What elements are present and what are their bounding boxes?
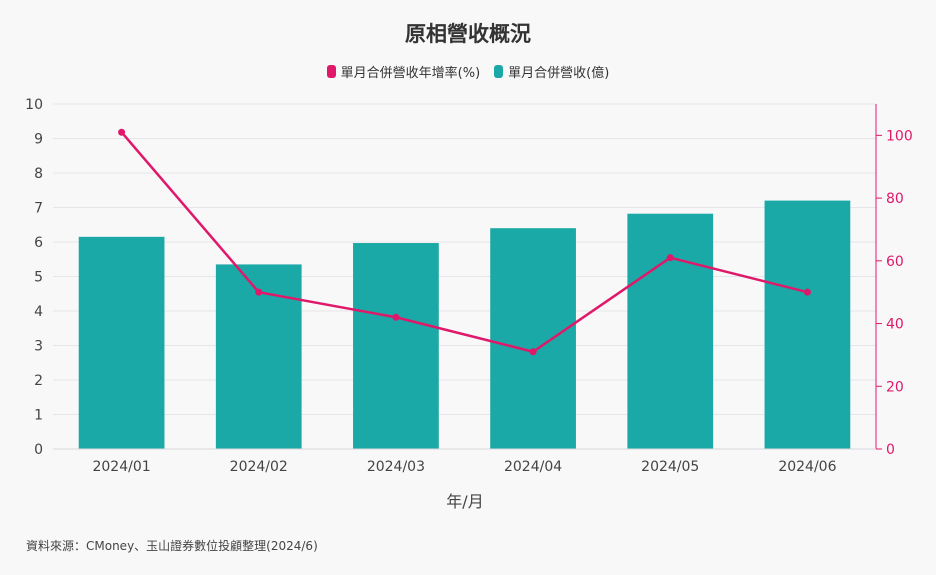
y-left-tick-label: 4 bbox=[34, 304, 43, 320]
growth-point bbox=[392, 313, 400, 321]
y-left-tick-label: 6 bbox=[34, 235, 43, 251]
y-left-tick-label: 7 bbox=[34, 201, 43, 217]
bar bbox=[627, 213, 714, 449]
growth-point bbox=[529, 348, 537, 356]
y-left-tick-label: 0 bbox=[34, 442, 43, 458]
legend-swatch-revenue bbox=[494, 65, 504, 78]
legend-item-revenue[interactable]: 單月合併營收(億) bbox=[494, 62, 609, 81]
x-tick-label: 2024/05 bbox=[641, 459, 699, 475]
chart-title: 原相營收概況 bbox=[405, 22, 531, 46]
y-right-tick-label: 60 bbox=[886, 254, 904, 270]
bar bbox=[764, 200, 851, 449]
legend: 單月合併營收年增率(%) 單月合併營收(億) bbox=[0, 62, 936, 81]
x-tick-label: 2024/03 bbox=[367, 459, 425, 475]
y-left-tick-label: 5 bbox=[34, 270, 43, 286]
y-right-tick-label: 20 bbox=[886, 379, 904, 395]
bar bbox=[78, 236, 165, 449]
y-left-tick-label: 10 bbox=[25, 97, 43, 113]
y-right-tick-label: 0 bbox=[886, 442, 895, 458]
x-tick-label: 2024/02 bbox=[230, 459, 288, 475]
x-axis-title: 年/月 bbox=[446, 492, 483, 511]
x-tick-label: 2024/04 bbox=[504, 459, 562, 475]
y-left-tick-label: 1 bbox=[34, 408, 43, 424]
source-note: 資料來源：CMoney、玉山證券數位投顧整理(2024/6) bbox=[26, 539, 318, 553]
legend-swatch-growth bbox=[326, 65, 336, 78]
y-left-tick-label: 2 bbox=[34, 373, 43, 389]
x-tick-label: 2024/06 bbox=[778, 459, 836, 475]
growth-point bbox=[666, 254, 674, 262]
legend-item-growth[interactable]: 單月合併營收年增率(%) bbox=[326, 62, 481, 81]
y-right-tick-label: 100 bbox=[886, 128, 913, 144]
bar bbox=[490, 228, 576, 449]
growth-line bbox=[120, 131, 808, 354]
growth-point bbox=[803, 288, 811, 296]
y-left-tick-label: 8 bbox=[34, 166, 43, 182]
grid-layer bbox=[53, 103, 876, 450]
y-left-tick-label: 3 bbox=[34, 339, 43, 355]
y-right-tick-label: 40 bbox=[886, 317, 904, 333]
legend-label-growth: 單月合併營收年增率(%) bbox=[340, 66, 481, 81]
axis-layer bbox=[53, 104, 882, 450]
y-left-tick-label: 9 bbox=[34, 132, 43, 148]
line-layer bbox=[118, 128, 811, 356]
x-tick-label: 2024/01 bbox=[92, 459, 150, 475]
y-right-tick-label: 80 bbox=[886, 191, 904, 207]
growth-point bbox=[118, 128, 126, 136]
bar bbox=[353, 243, 439, 449]
bar-layer bbox=[78, 200, 851, 449]
legend-label-revenue: 單月合併營收(億) bbox=[508, 66, 610, 81]
growth-point bbox=[255, 288, 263, 296]
